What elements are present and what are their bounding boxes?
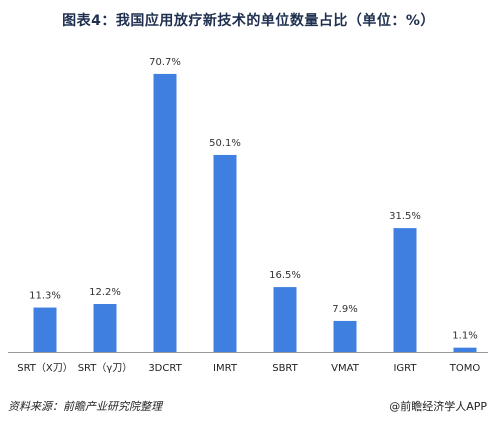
- bars-layer: [33, 73, 477, 352]
- chart-title: 图表4：我国应用放疗新技术的单位数量占比（单位：%）: [62, 13, 435, 29]
- data-label-3: 50.1%: [209, 138, 241, 149]
- x-tick-label-5: VMAT: [331, 363, 360, 374]
- x-tick-label-7: TOMO: [449, 363, 481, 374]
- x-tick-label-0: SRT（X刀）: [17, 362, 73, 374]
- bar-5: [333, 320, 357, 352]
- source-note: 资料来源：前瞻产业研究院整理: [8, 400, 162, 413]
- brand-credit: @前瞻经济学人APP: [389, 400, 487, 413]
- x-tick-label-1: SRT（γ刀）: [78, 362, 133, 374]
- bar-1: [93, 304, 117, 352]
- bar-3: [213, 154, 237, 352]
- bar-6: [393, 228, 417, 352]
- data-label-7: 1.1%: [452, 331, 477, 342]
- x-tick-label-6: IGRT: [393, 363, 417, 374]
- x-tick-labels-layer: SRT（X刀） SRT（γ刀） 3DCRT IMRT SBRT VMAT IGRT TOMO: [17, 362, 480, 374]
- bar-7: [453, 347, 477, 352]
- data-label-2: 70.7%: [149, 57, 181, 68]
- data-label-4: 16.5%: [269, 270, 301, 281]
- data-label-5: 7.9%: [332, 304, 357, 315]
- data-label-0: 11.3%: [29, 291, 61, 302]
- bar-2: [153, 73, 177, 352]
- data-label-1: 12.2%: [89, 287, 121, 298]
- data-label-6: 31.5%: [389, 211, 421, 222]
- x-tick-label-4: SBRT: [272, 363, 298, 374]
- bar-4: [273, 287, 297, 352]
- data-labels-layer: 11.3% 12.2% 70.7% 50.1% 16.5% 7.9% 31.5% 1.1%: [29, 57, 478, 342]
- x-tick-label-3: IMRT: [213, 363, 238, 374]
- chart-title-bar: 图表4：我国应用放疗新技术的单位数量占比（单位：%）: [0, 0, 497, 40]
- x-tick-label-2: 3DCRT: [148, 363, 182, 374]
- bar-0: [33, 307, 57, 352]
